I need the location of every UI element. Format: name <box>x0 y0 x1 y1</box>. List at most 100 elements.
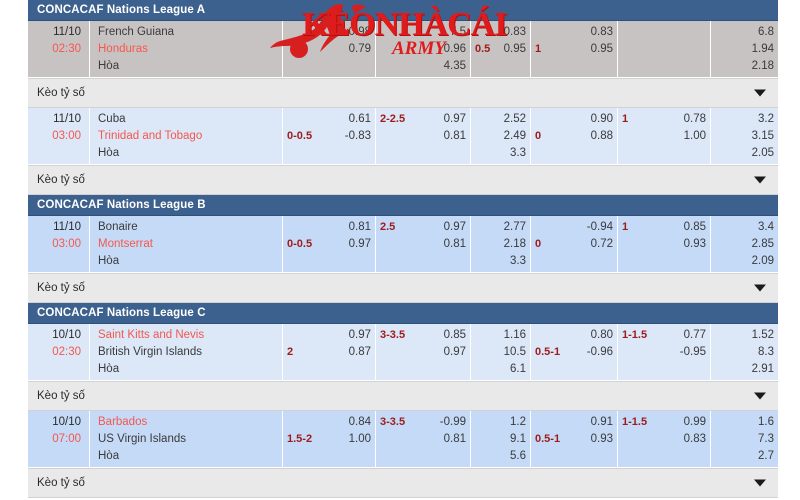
over-under-cell-2[interactable]: 1 0.78 1.00 <box>618 108 711 164</box>
handicap-label: 0.5 <box>475 43 491 55</box>
odds-value: -0.94 <box>586 221 613 233</box>
away-team[interactable]: Trinidad and Tobago <box>98 130 203 142</box>
league-header[interactable]: CONCACAF Nations League B <box>28 195 778 216</box>
odds-value: 0.84 <box>348 416 371 428</box>
away-team[interactable]: British Virgin Islands <box>98 346 202 358</box>
handicap-cell-2[interactable]: 0.91 0.5-1 0.93 <box>531 411 618 467</box>
match-kickoff-time: 02:30 <box>52 43 81 55</box>
draw-label: Hòa <box>98 450 120 462</box>
handicap-label: 0 <box>535 238 542 250</box>
odds-cell-1[interactable]: 2.52 2.49 3.3 <box>471 108 531 164</box>
one-x-two-cell[interactable]: 1.52 8.3 2.91 <box>711 324 778 380</box>
odds-value: 1.2 <box>510 416 526 428</box>
league-header[interactable]: CONCACAF Nations League A <box>28 0 778 21</box>
handicap-label: 0-0.5 <box>287 130 313 142</box>
chevron-down-icon[interactable] <box>754 284 766 292</box>
match-row[interactable]: 11/10 03:00 Bonaire Montserrat Hòa 0.81 0-0.5 0… <box>28 216 778 273</box>
handicap-cell-2[interactable]: -0.94 0 0.72 <box>531 216 618 272</box>
odds-value: 0.99 <box>683 416 706 428</box>
odds-value: 0.97 <box>443 346 466 358</box>
league-name: CONCACAF Nations League A <box>37 4 206 16</box>
home-team[interactable]: French Guiana <box>98 26 175 38</box>
over-under-cell-1[interactable]: 7.5 0.96 4.35 <box>376 21 471 77</box>
handicap-label: 3-3.5 <box>380 329 406 341</box>
handicap-cell-2[interactable]: 0.90 0 0.88 <box>531 108 618 164</box>
draw-label: Hòa <box>98 60 120 72</box>
odds-value: 6.1 <box>510 363 526 375</box>
keo-ty-so-row[interactable]: Kèo tỷ số <box>28 165 778 195</box>
match-row[interactable]: 11/10 03:00 Cuba Trinidad and Tobago Hòa 0.61… <box>28 108 778 165</box>
over-under-cell-1[interactable]: 2-2.5 0.97 0.81 <box>376 108 471 164</box>
keo-ty-so-row[interactable]: Kèo tỷ số <box>28 381 778 411</box>
keo-ty-so-label: Kèo tỷ số <box>37 390 85 402</box>
away-team[interactable]: Honduras <box>98 43 148 55</box>
odds-value: 0.78 <box>683 113 706 125</box>
chevron-down-icon[interactable] <box>754 392 766 400</box>
match-row[interactable]: 10/10 02:30 Saint Kitts and Nevis British V… <box>28 324 778 381</box>
odds-value: 2.09 <box>751 255 774 267</box>
match-time-cell: 11/10 02:30 <box>28 21 90 77</box>
odds-value: 0.81 <box>443 130 466 142</box>
keo-ty-so-row[interactable]: Kèo tỷ số <box>28 273 778 303</box>
handicap-label: 1 <box>622 113 629 125</box>
teams-cell: Cuba Trinidad and Tobago Hòa <box>90 108 283 164</box>
over-under-cell-2[interactable] <box>618 21 711 77</box>
home-team[interactable]: Cuba <box>98 113 126 125</box>
match-row[interactable]: 10/10 07:00 Barbados US Virgin Islands Hòa 0.… <box>28 411 778 468</box>
match-time-cell: 10/10 02:30 <box>28 324 90 380</box>
odds-cell-1[interactable]: 0.83 0.5 0.95 <box>471 21 531 77</box>
over-under-cell-1[interactable]: 2.5 0.97 0.81 <box>376 216 471 272</box>
handicap-label: 3-3.5 <box>380 416 406 428</box>
over-under-cell-2[interactable]: 1-1.5 0.99 0.83 <box>618 411 711 467</box>
odds-value: 1.00 <box>683 130 706 142</box>
chevron-down-icon[interactable] <box>754 89 766 97</box>
over-under-cell-1[interactable]: 3-3.5 0.85 0.97 <box>376 324 471 380</box>
handicap-cell-1[interactable]: 0.98 0.79 <box>283 21 376 77</box>
one-x-two-cell[interactable]: 3.4 2.85 2.09 <box>711 216 778 272</box>
home-team[interactable]: Saint Kitts and Nevis <box>98 329 205 341</box>
odds-value: 5.6 <box>510 450 526 462</box>
one-x-two-cell[interactable]: 1.6 7.3 2.7 <box>711 411 778 467</box>
chevron-down-icon[interactable] <box>754 176 766 184</box>
handicap-cell-1[interactable]: 0.81 0-0.5 0.97 <box>283 216 376 272</box>
odds-value: 0.96 <box>443 43 466 55</box>
over-under-cell-1[interactable]: 3-3.5 -0.99 0.81 <box>376 411 471 467</box>
chevron-down-icon[interactable] <box>754 479 766 487</box>
odds-value: 0.91 <box>590 416 613 428</box>
teams-cell: Barbados US Virgin Islands Hòa <box>90 411 283 467</box>
match-row[interactable]: 11/10 02:30 French Guiana Honduras Hòa 0.98 0.… <box>28 21 778 78</box>
one-x-two-cell[interactable]: 3.2 3.15 2.05 <box>711 108 778 164</box>
odds-value: 3.2 <box>758 113 774 125</box>
match-kickoff-time: 03:00 <box>52 238 81 250</box>
odds-value: 0.97 <box>348 329 371 341</box>
away-team[interactable]: US Virgin Islands <box>98 433 186 445</box>
odds-value: 3.3 <box>510 255 526 267</box>
odds-cell-1[interactable]: 1.2 9.1 5.6 <box>471 411 531 467</box>
handicap-label: 0.5-1 <box>535 346 561 358</box>
league-name: CONCACAF Nations League B <box>37 199 206 211</box>
handicap-cell-1[interactable]: 0.97 2 0.87 <box>283 324 376 380</box>
handicap-cell-2[interactable]: 0.80 0.5-1 -0.96 <box>531 324 618 380</box>
league-header[interactable]: CONCACAF Nations League C <box>28 303 778 324</box>
odds-cell-1[interactable]: 2.77 2.18 3.3 <box>471 216 531 272</box>
odds-value: 0.97 <box>443 113 466 125</box>
away-team[interactable]: Montserrat <box>98 238 153 250</box>
one-x-two-cell[interactable]: 6.8 1.94 2.18 <box>711 21 778 77</box>
handicap-cell-1[interactable]: 0.84 1.5-2 1.00 <box>283 411 376 467</box>
over-under-cell-2[interactable]: 1 0.85 0.93 <box>618 216 711 272</box>
odds-value: -0.95 <box>679 346 706 358</box>
home-team[interactable]: Bonaire <box>98 221 138 233</box>
handicap-cell-1[interactable]: 0.61 0-0.5 -0.83 <box>283 108 376 164</box>
handicap-label: 0 <box>535 130 542 142</box>
home-team[interactable]: Barbados <box>98 416 148 428</box>
handicap-cell-2[interactable]: 0.83 1 0.95 <box>531 21 618 77</box>
keo-ty-so-label: Kèo tỷ số <box>37 87 85 99</box>
keo-ty-so-label: Kèo tỷ số <box>37 282 85 294</box>
keo-ty-so-row[interactable]: Kèo tỷ số <box>28 468 778 498</box>
odds-value: 2.52 <box>503 113 526 125</box>
odds-value: 0.88 <box>590 130 613 142</box>
match-time-cell: 11/10 03:00 <box>28 216 90 272</box>
over-under-cell-2[interactable]: 1-1.5 0.77 -0.95 <box>618 324 711 380</box>
keo-ty-so-row[interactable]: Kèo tỷ số <box>28 78 778 108</box>
odds-cell-1[interactable]: 1.16 10.5 6.1 <box>471 324 531 380</box>
